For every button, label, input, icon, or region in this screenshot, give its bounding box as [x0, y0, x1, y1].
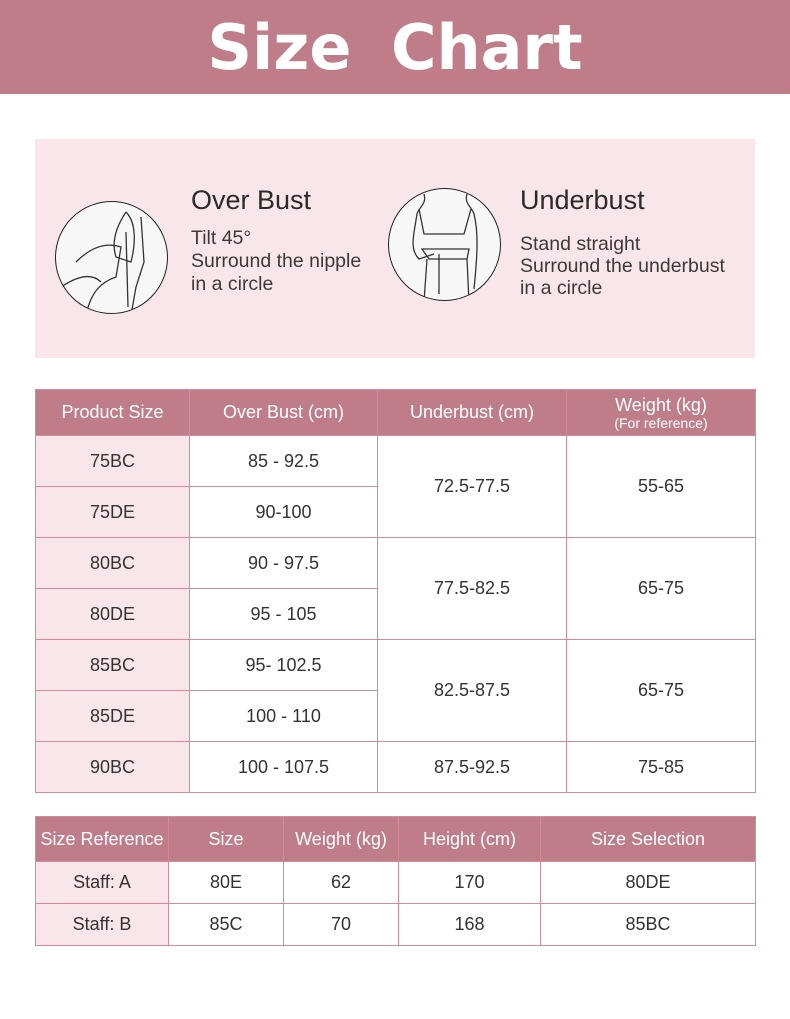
product-size-cell: 85DE — [35, 690, 190, 742]
header-size-reference: Size Reference — [35, 816, 169, 862]
table-header-row: Product Size Over Bust (cm) Underbust (c… — [35, 389, 756, 436]
reference-cell: 85C — [168, 903, 284, 946]
reference-cell: 170 — [398, 861, 541, 904]
header-underbust: Underbust (cm) — [377, 389, 567, 436]
product-size-cell: 90BC — [35, 741, 190, 793]
size-table: Product Size Over Bust (cm) Underbust (c… — [35, 389, 756, 793]
product-size-cell: 75DE — [35, 486, 190, 538]
over-bust-cell: 100 - 107.5 — [189, 741, 378, 793]
reference-table: Size Reference Size Weight (kg) Height (… — [35, 816, 756, 946]
reference-cell: 80DE — [540, 861, 756, 904]
overbust-measure-illustration-icon — [55, 201, 168, 314]
instruction-line: in a circle — [520, 277, 603, 299]
underbust-cell: 82.5-87.5 — [377, 639, 567, 742]
weight-cell: 55-65 — [566, 435, 756, 538]
underbust-instructions: Stand straight Surround the underbust in… — [520, 233, 725, 299]
weight-note: (For reference) — [614, 415, 708, 431]
header-size: Size — [168, 816, 284, 862]
header-product-size: Product Size — [35, 389, 190, 436]
weight-cell: 65-75 — [566, 537, 756, 640]
reference-cell: 62 — [283, 861, 399, 904]
underbust-cell: 72.5-77.5 — [377, 435, 567, 538]
reference-cell: 80E — [168, 861, 284, 904]
table-row: 80DE 95 - 105 — [35, 588, 756, 640]
product-size-cell: 80BC — [35, 537, 190, 589]
reference-cell: Staff: A — [35, 861, 169, 904]
instruction-line: Stand straight — [520, 233, 641, 255]
over-bust-cell: 95- 102.5 — [189, 639, 378, 691]
underbust-measure-illustration-icon — [388, 188, 501, 301]
instruction-line: Surround the underbust — [520, 255, 725, 277]
header-over-bust: Over Bust (cm) — [189, 389, 378, 436]
instruction-line: Tilt 45° — [191, 227, 252, 249]
instruction-line: in a circle — [191, 273, 274, 295]
weight-label: Weight (kg) — [615, 395, 707, 415]
table-row: 90BC 100 - 107.5 87.5-92.5 75-85 — [35, 741, 756, 793]
table-row: Staff: A 80E 62 170 80DE — [35, 861, 756, 904]
measurement-guide: Over Bust Tilt 45° Surround the nipple i… — [35, 139, 755, 358]
underbust-title: Underbust — [520, 185, 645, 215]
table-row: 80BC 90 - 97.5 77.5-82.5 65-75 — [35, 537, 756, 640]
table-header-row: Size Reference Size Weight (kg) Height (… — [35, 816, 756, 862]
overbust-title: Over Bust — [191, 185, 312, 215]
table-row: Staff: B 85C 70 168 85BC — [35, 903, 756, 946]
table-row: 85BC 95- 102.5 82.5-87.5 65-75 — [35, 639, 756, 742]
table-row: 75BC 85 - 92.5 72.5-77.5 55-65 — [35, 435, 756, 538]
reference-cell: Staff: B — [35, 903, 169, 946]
weight-cell: 75-85 — [566, 741, 756, 793]
header-weight: Weight (kg) — [283, 816, 399, 862]
over-bust-cell: 90 - 97.5 — [189, 537, 378, 589]
product-size-cell: 80DE — [35, 588, 190, 640]
table-row: 85DE 100 - 110 — [35, 690, 756, 742]
product-size-cell: 75BC — [35, 435, 190, 487]
header-height: Height (cm) — [398, 816, 541, 862]
over-bust-cell: 100 - 110 — [189, 690, 378, 742]
page-title: Size Chart — [207, 10, 583, 84]
header-size-selection: Size Selection — [540, 816, 756, 862]
instruction-line: Surround the nipple — [191, 250, 362, 272]
underbust-cell: 77.5-82.5 — [377, 537, 567, 640]
product-size-cell: 85BC — [35, 639, 190, 691]
weight-cell: 65-75 — [566, 639, 756, 742]
overbust-instructions: Tilt 45° Surround the nipple in a circle — [191, 227, 361, 296]
table-row: 75DE 90-100 — [35, 486, 756, 538]
header-weight: Weight (kg) (For reference) — [566, 389, 756, 436]
over-bust-cell: 95 - 105 — [189, 588, 378, 640]
reference-cell: 70 — [283, 903, 399, 946]
reference-cell: 168 — [398, 903, 541, 946]
reference-cell: 85BC — [540, 903, 756, 946]
underbust-cell: 87.5-92.5 — [377, 741, 567, 793]
title-banner: Size Chart — [0, 0, 790, 94]
over-bust-cell: 85 - 92.5 — [189, 435, 378, 487]
over-bust-cell: 90-100 — [189, 486, 378, 538]
